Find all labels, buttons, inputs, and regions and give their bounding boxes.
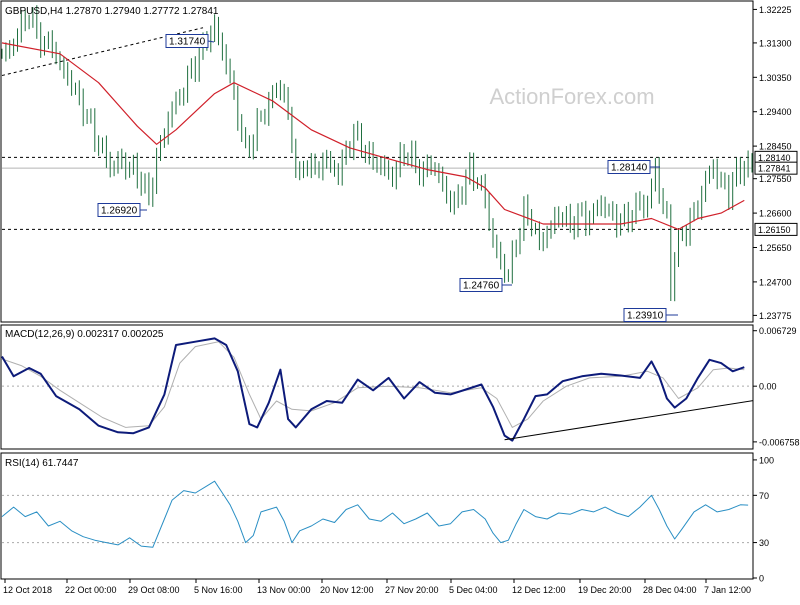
annotation-box-0 xyxy=(165,34,209,48)
x-tick-label-9: 19 Dec 20:00 xyxy=(578,585,632,595)
price-y-tick-1: 1.31300 xyxy=(759,38,792,48)
x-tick-label-4: 13 Nov 00:00 xyxy=(257,585,311,595)
price-annotations: 1.31740 1.26920 1.24760 1.28140 1.23910 xyxy=(97,34,678,322)
price-y-tick-4: 1.28450 xyxy=(759,142,792,152)
x-tick-label-1: 22 Oct 00:00 xyxy=(65,585,117,595)
axis-level-box-1 xyxy=(754,222,798,236)
x-tick-label-10: 28 Dec 04:00 xyxy=(643,585,697,595)
macd-y-tick-0: 0.006729 xyxy=(759,326,797,336)
macd-signal-line xyxy=(1,341,745,428)
moving-average xyxy=(1,42,745,230)
price-y-tick-8: 1.24700 xyxy=(759,277,792,287)
current-price-box xyxy=(754,161,798,175)
macd-main-line xyxy=(1,337,745,442)
price-candles xyxy=(1,5,753,302)
price-title: GBPUSD,H4 1.27870 1.27940 1.27772 1.2784… xyxy=(5,6,219,17)
price-y-tick-6: 1.26600 xyxy=(759,209,792,219)
annotation-label-1: 1.26920 xyxy=(101,206,138,217)
macd-title: MACD(12,26,9) 0.002317 0.002025 xyxy=(5,329,164,340)
x-tick-label-7: 5 Dec 04:00 xyxy=(449,585,498,595)
rsi-y-tick-0: 100 xyxy=(759,455,774,465)
moving-average-line xyxy=(1,42,745,230)
x-tick-label-3: 5 Nov 16:00 xyxy=(194,585,243,595)
rsi-y-tick-2: 30 xyxy=(759,538,769,548)
rsi-line xyxy=(1,480,749,548)
annotation-box-2 xyxy=(459,278,503,292)
annotation-box-4 xyxy=(623,308,667,322)
rsi-lines xyxy=(1,480,749,548)
macd-y-tick-1: 0.00 xyxy=(759,382,777,392)
macd-lines xyxy=(1,337,753,442)
rsi-y-tick-1: 70 xyxy=(759,491,769,501)
x-tick-label-5: 20 Nov 12:00 xyxy=(320,585,374,595)
price-y-tick-5: 1.27550 xyxy=(759,174,792,184)
price-pane-frame xyxy=(0,0,754,323)
axis-level-label-1: 1.26150 xyxy=(758,225,791,235)
price-y-tick-0: 1.32225 xyxy=(759,5,792,15)
x-tick-label-11: 7 Jan 12:00 xyxy=(704,585,751,595)
price-trendline xyxy=(1,27,204,76)
rsi-levels xyxy=(2,494,752,544)
annotation-leader-0 xyxy=(207,40,215,43)
x-tick-label-2: 29 Oct 08:00 xyxy=(128,585,180,595)
rsi-title: RSI(14) 61.7447 xyxy=(5,458,79,469)
x-tick-label-6: 27 Nov 20:00 xyxy=(385,585,439,595)
annotation-label-0: 1.31740 xyxy=(169,37,206,48)
macd-y-tick-2: -0.006758 xyxy=(759,437,800,447)
x-tick-label-8: 12 Dec 12:00 xyxy=(512,585,566,595)
rsi-pane-frame xyxy=(0,452,754,580)
rsi-y-axis: 100 70 30 0 xyxy=(753,455,774,584)
macd-y-axis: 0.006729 0.00 -0.006758 xyxy=(753,326,800,447)
price-y-axis: 1.32225 1.31300 1.30350 1.29400 1.28450 1.275… xyxy=(753,5,798,321)
annotation-label-3: 1.28140 xyxy=(611,163,648,174)
annotation-label-4: 1.23910 xyxy=(627,311,664,322)
current-price-label: 1.27841 xyxy=(758,164,791,174)
price-y-tick-2: 1.30350 xyxy=(759,73,792,83)
price-y-tick-9: 1.23775 xyxy=(759,311,792,321)
price-y-tick-3: 1.29400 xyxy=(759,107,792,117)
macd-trendline xyxy=(504,400,753,441)
annotation-box-1 xyxy=(97,203,141,217)
annotation-label-2: 1.24760 xyxy=(463,281,500,292)
watermark-text: ActionForex.com xyxy=(489,84,654,109)
axis-level-label-0: 1.28140 xyxy=(758,153,791,163)
macd-pane-frame xyxy=(0,324,754,450)
price-y-tick-7: 1.25650 xyxy=(759,243,792,253)
x-tick-label-0: 12 Oct 2018 xyxy=(3,585,52,595)
time-x-axis: 12 Oct 2018 22 Oct 00:00 29 Oct 08:00 5 Nov… xyxy=(3,579,751,595)
rsi-y-tick-3: 0 xyxy=(759,574,764,584)
annotation-box-3 xyxy=(607,160,651,174)
